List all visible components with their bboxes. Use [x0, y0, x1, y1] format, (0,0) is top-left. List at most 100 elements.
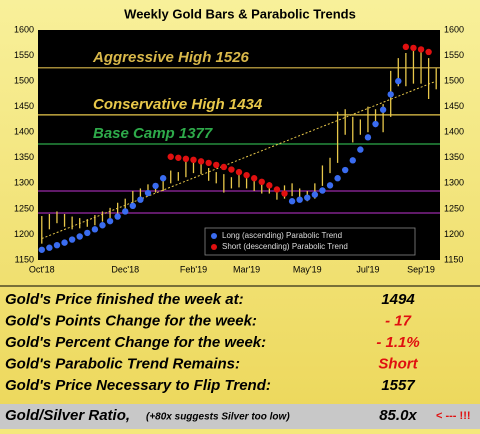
trend-dot	[197, 158, 205, 165]
y-tick-label: 1250	[14, 203, 34, 213]
y2-tick-label: 1300	[444, 178, 464, 188]
y2-tick-label: 1450	[444, 101, 464, 111]
x-tick-label: Oct'18	[29, 264, 55, 274]
trend-dot	[137, 196, 144, 203]
trend-dot	[364, 134, 372, 141]
trend-dot	[296, 196, 303, 203]
trend-dot	[379, 106, 387, 113]
ratio-row-bg	[0, 404, 480, 429]
y-tick-label: 1450	[14, 101, 34, 111]
ratio-label: Gold/Silver Ratio,	[5, 407, 130, 424]
y-tick-label: 1400	[14, 127, 34, 137]
legend	[204, 227, 416, 256]
trend-dot	[281, 190, 288, 197]
trend-dot	[235, 168, 243, 176]
row-value: Short	[378, 355, 418, 372]
trend-dot	[84, 229, 91, 237]
legend-dot	[211, 233, 217, 239]
level-label: Base Camp 1377	[93, 125, 213, 142]
trend-dot	[311, 191, 319, 198]
trend-dot	[114, 213, 121, 220]
trend-dot	[357, 146, 364, 153]
y-tick-label: 1550	[14, 50, 34, 60]
trend-dot	[410, 44, 417, 52]
trend-dot	[341, 166, 349, 174]
trend-dot	[61, 239, 68, 246]
x-tick-label: Mar'19	[233, 264, 260, 274]
y2-tick-label: 1550	[444, 50, 464, 60]
trend-dot	[205, 159, 212, 167]
trend-dot	[288, 198, 296, 205]
level-label: Conservative High 1434	[93, 96, 263, 113]
trend-dot	[159, 175, 167, 182]
row-label: Gold's Price finished the week at:	[5, 291, 244, 308]
trend-dot	[122, 208, 129, 215]
trend-dot	[91, 226, 99, 233]
legend-label: Short (descending) Parabolic Trend	[222, 242, 348, 251]
trend-dot	[53, 241, 61, 249]
trend-dot	[258, 178, 265, 185]
y-tick-label: 1150	[15, 254, 34, 264]
trend-dot	[334, 175, 341, 182]
trend-dot	[417, 46, 425, 53]
trend-dot	[175, 154, 182, 161]
trend-dot	[304, 194, 311, 201]
x-tick-label: Sep'19	[407, 264, 435, 274]
y2-tick-label: 1600	[444, 24, 464, 34]
y2-tick-label: 1400	[444, 127, 464, 137]
row-label: Gold's Parabolic Trend Remains:	[5, 355, 240, 372]
x-tick-label: Dec'18	[111, 264, 139, 274]
row-value: 1557	[381, 377, 415, 394]
trend-dot	[190, 156, 197, 164]
trend-dot	[167, 153, 174, 160]
level-label: Aggressive High 1526	[92, 49, 250, 66]
trend-dot	[144, 189, 152, 197]
legend-label: Long (ascending) Parabolic Trend	[222, 231, 342, 240]
y2-tick-label: 1500	[444, 75, 464, 85]
trend-dot	[266, 182, 273, 189]
trend-dot	[46, 244, 53, 251]
trend-dot	[319, 187, 326, 194]
y-tick-label: 1350	[14, 152, 34, 162]
legend-dot	[211, 244, 217, 250]
trend-dot	[106, 217, 114, 225]
x-tick-label: May'19	[293, 264, 322, 274]
y2-tick-label: 1350	[444, 152, 464, 162]
ratio-alert: < --- !!!	[436, 410, 471, 422]
trend-dot	[395, 77, 402, 85]
row-label: Gold's Percent Change for the week:	[5, 334, 266, 351]
chart-title: Weekly Gold Bars & Parabolic Trends	[124, 6, 356, 21]
trend-dot	[402, 43, 410, 51]
trend-dot	[129, 202, 137, 210]
ratio-note: (+80x suggests Silver too low)	[146, 412, 290, 423]
trend-dot	[38, 246, 45, 253]
x-tick-label: Jul'19	[356, 264, 379, 274]
y-tick-label: 1300	[14, 178, 34, 188]
y-tick-label: 1500	[14, 75, 34, 85]
trend-dot	[68, 236, 76, 243]
row-value: 1494	[381, 291, 415, 308]
trend-line	[41, 80, 437, 239]
trend-dot	[326, 182, 334, 189]
trend-dot	[182, 155, 190, 162]
y2-tick-label: 1250	[444, 203, 464, 213]
trend-dot	[250, 175, 258, 182]
trend-dot	[152, 182, 159, 190]
trend-dot	[372, 120, 379, 128]
trend-dot	[99, 222, 106, 229]
ratio-value: 85.0x	[379, 407, 417, 424]
trend-dot	[425, 48, 432, 56]
trend-dot	[220, 163, 228, 171]
y-tick-label: 1600	[14, 24, 34, 34]
y2-tick-label: 1200	[444, 229, 464, 239]
row-value: - 1.1%	[376, 334, 419, 351]
y-tick-label: 1200	[14, 229, 34, 239]
row-label: Gold's Points Change for the week:	[5, 312, 257, 329]
trend-dot	[273, 186, 281, 193]
trend-dot	[228, 166, 235, 173]
trend-dot	[387, 91, 394, 98]
row-label: Gold's Price Necessary to Flip Trend:	[5, 377, 271, 394]
y2-tick-label: 1150	[444, 254, 463, 264]
trend-dot	[213, 161, 220, 169]
